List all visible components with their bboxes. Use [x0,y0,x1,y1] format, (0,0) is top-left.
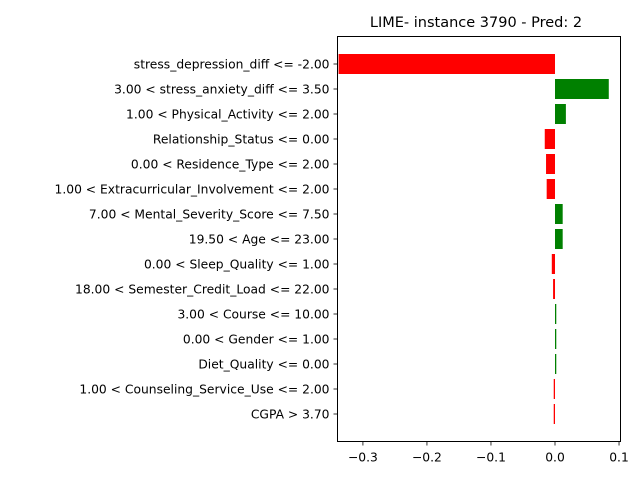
bars-layer [338,54,609,424]
category-label-1: 3.00 < stress_anxiety_diff <= 3.50 [114,83,329,97]
bar-0 [338,54,555,74]
x-tick-label-4: 0.1 [609,451,629,465]
category-label-9: 18.00 < Semester_Credit_Load <= 22.00 [75,283,330,297]
category-label-11: 0.00 < Gender <= 1.00 [183,333,330,347]
chart-title: LIME- instance 3790 - Pred: 2 [370,15,582,31]
category-label-6: 7.00 < Mental_Severity_Score <= 7.50 [89,208,330,222]
bar-13 [553,379,555,399]
bar-2 [555,104,566,124]
bar-7 [555,229,563,249]
category-label-7: 19.50 < Age <= 23.00 [189,233,330,247]
category-label-2: 1.00 < Physical_Activity <= 2.00 [126,108,329,122]
category-label-13: 1.00 < Counseling_Service_Use <= 2.00 [79,383,329,397]
bar-11 [555,329,557,349]
x-tick-label-3: 0.0 [545,451,565,465]
x-axis-ticks: −0.3 −0.2 −0.1 0.0 0.1 [348,441,629,465]
bar-12 [555,354,557,374]
bar-3 [544,129,555,149]
bar-9 [553,279,555,299]
category-label-14: CGPA > 3.70 [251,408,330,422]
plot-frame [337,36,621,442]
category-label-10: 3.00 < Course <= 10.00 [177,308,329,322]
category-labels: stress_depression_diff <= -2.00 3.00 < st… [55,58,338,422]
bar-5 [546,179,555,199]
category-label-12: Diet_Quality <= 0.00 [198,358,329,372]
bar-1 [555,79,609,99]
x-tick-label-2: −0.1 [476,451,506,465]
bar-8 [551,254,555,274]
category-label-5: 1.00 < Extracurricular_Involvement <= 2.… [55,183,330,197]
bar-6 [555,204,563,224]
bar-10 [555,304,557,324]
category-label-8: 0.00 < Sleep_Quality <= 1.00 [144,258,330,272]
bar-14 [553,404,555,424]
x-tick-label-0: −0.3 [348,451,378,465]
bar-4 [546,154,555,174]
category-label-4: 0.00 < Residence_Type <= 2.00 [131,158,330,172]
category-label-0: stress_depression_diff <= -2.00 [134,58,330,72]
x-tick-label-1: −0.2 [412,451,442,465]
category-label-3: Relationship_Status <= 0.00 [153,133,330,147]
